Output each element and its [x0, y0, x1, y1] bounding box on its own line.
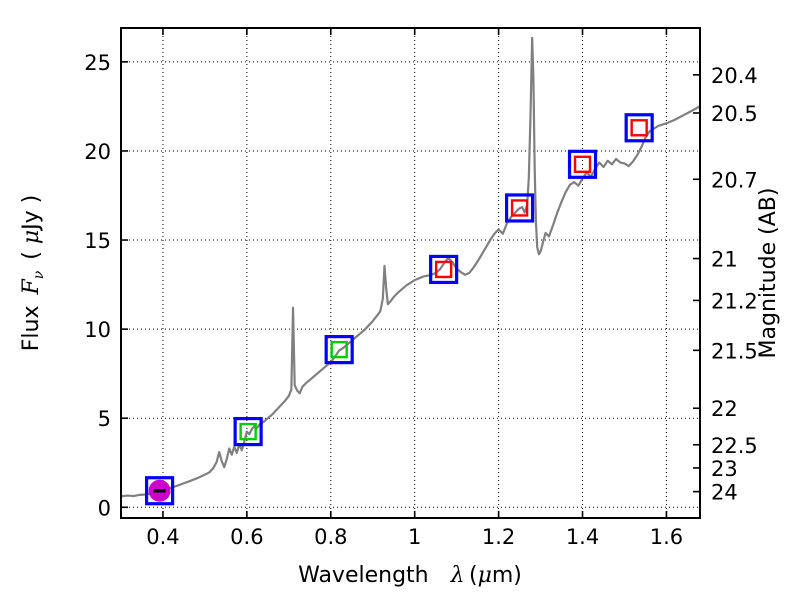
- marker-outer-square: [624, 113, 654, 143]
- photometry-point-0: [145, 476, 175, 506]
- y-axis-label-right: Magnitude (AB): [756, 188, 781, 359]
- x-tick-label-5: 1.4: [566, 525, 599, 549]
- y-tick-label-right-3: 21: [711, 248, 738, 272]
- marker-outer-square: [567, 149, 598, 179]
- marker-outer-square: [504, 193, 535, 223]
- y-tick-label-right-2: 20.7: [711, 168, 758, 192]
- y-tick-label-right-0: 20.4: [711, 64, 758, 88]
- y-tick-label-left-4: 20: [84, 140, 111, 164]
- y-tick-label-right-4: 21.2: [711, 289, 758, 313]
- marker-inner-square: [510, 199, 529, 217]
- x-tick-label-3: 1: [408, 525, 421, 549]
- y-tick-label-right-8: 23: [711, 457, 738, 481]
- y-tick-label-left-3: 15: [84, 229, 111, 253]
- y-tick-label-right-6: 22: [711, 397, 738, 421]
- marker-outer-square: [324, 335, 354, 365]
- grid-lines: [121, 28, 700, 518]
- x-tick-label-2: 0.8: [314, 525, 347, 549]
- marker-inner-square: [573, 155, 592, 174]
- axis-ticks: [121, 28, 700, 518]
- photometry-point-2: [324, 335, 354, 365]
- y-tick-label-right-7: 22.5: [711, 434, 758, 458]
- x-tick-label-4: 1.2: [482, 525, 515, 549]
- photometry-point-3: [429, 254, 459, 285]
- marker-outer-square: [233, 416, 263, 447]
- y-tick-label-right-1: 20.5: [711, 102, 758, 126]
- photometry-point-4: [504, 193, 535, 223]
- spectrum-line: [121, 36, 700, 498]
- y-tick-label-right-5: 21.5: [711, 339, 758, 363]
- y-tick-label-right-9: 24: [711, 481, 738, 505]
- spectrum-curve: [121, 36, 700, 498]
- axis-tick-labels: 0.4 0.6 0.8 1 1.2 1.4 1.6 0 5 10 15 20 25 20.4 20.5 20.…: [84, 51, 758, 549]
- marker-outer-square: [145, 476, 175, 506]
- marker-inner-square: [239, 422, 257, 441]
- photometry-point-5: [567, 149, 598, 179]
- photometry-point-1: [233, 416, 263, 447]
- y-axis-label-left: Flux Fν ( μJy ): [19, 195, 47, 352]
- y-tick-label-left-0: 0: [98, 496, 111, 520]
- marker-inner-square: [330, 340, 348, 359]
- photometry-point-6: [624, 113, 654, 143]
- x-tick-label-0: 0.4: [146, 525, 179, 549]
- marker-inner-square: [434, 260, 453, 279]
- y-tick-label-left-5: 25: [84, 51, 111, 75]
- x-tick-label-6: 1.6: [650, 525, 683, 549]
- photometry-markers: [145, 113, 654, 506]
- y-tick-label-left-1: 5: [98, 407, 111, 431]
- x-tick-label-1: 0.6: [230, 525, 263, 549]
- plot-frame: [120, 27, 701, 519]
- marker-outer-square: [429, 254, 459, 285]
- marker-inner-square: [630, 119, 648, 137]
- x-axis-label: Wavelength λ (μm): [298, 563, 522, 588]
- y-tick-label-left-2: 10: [84, 318, 111, 342]
